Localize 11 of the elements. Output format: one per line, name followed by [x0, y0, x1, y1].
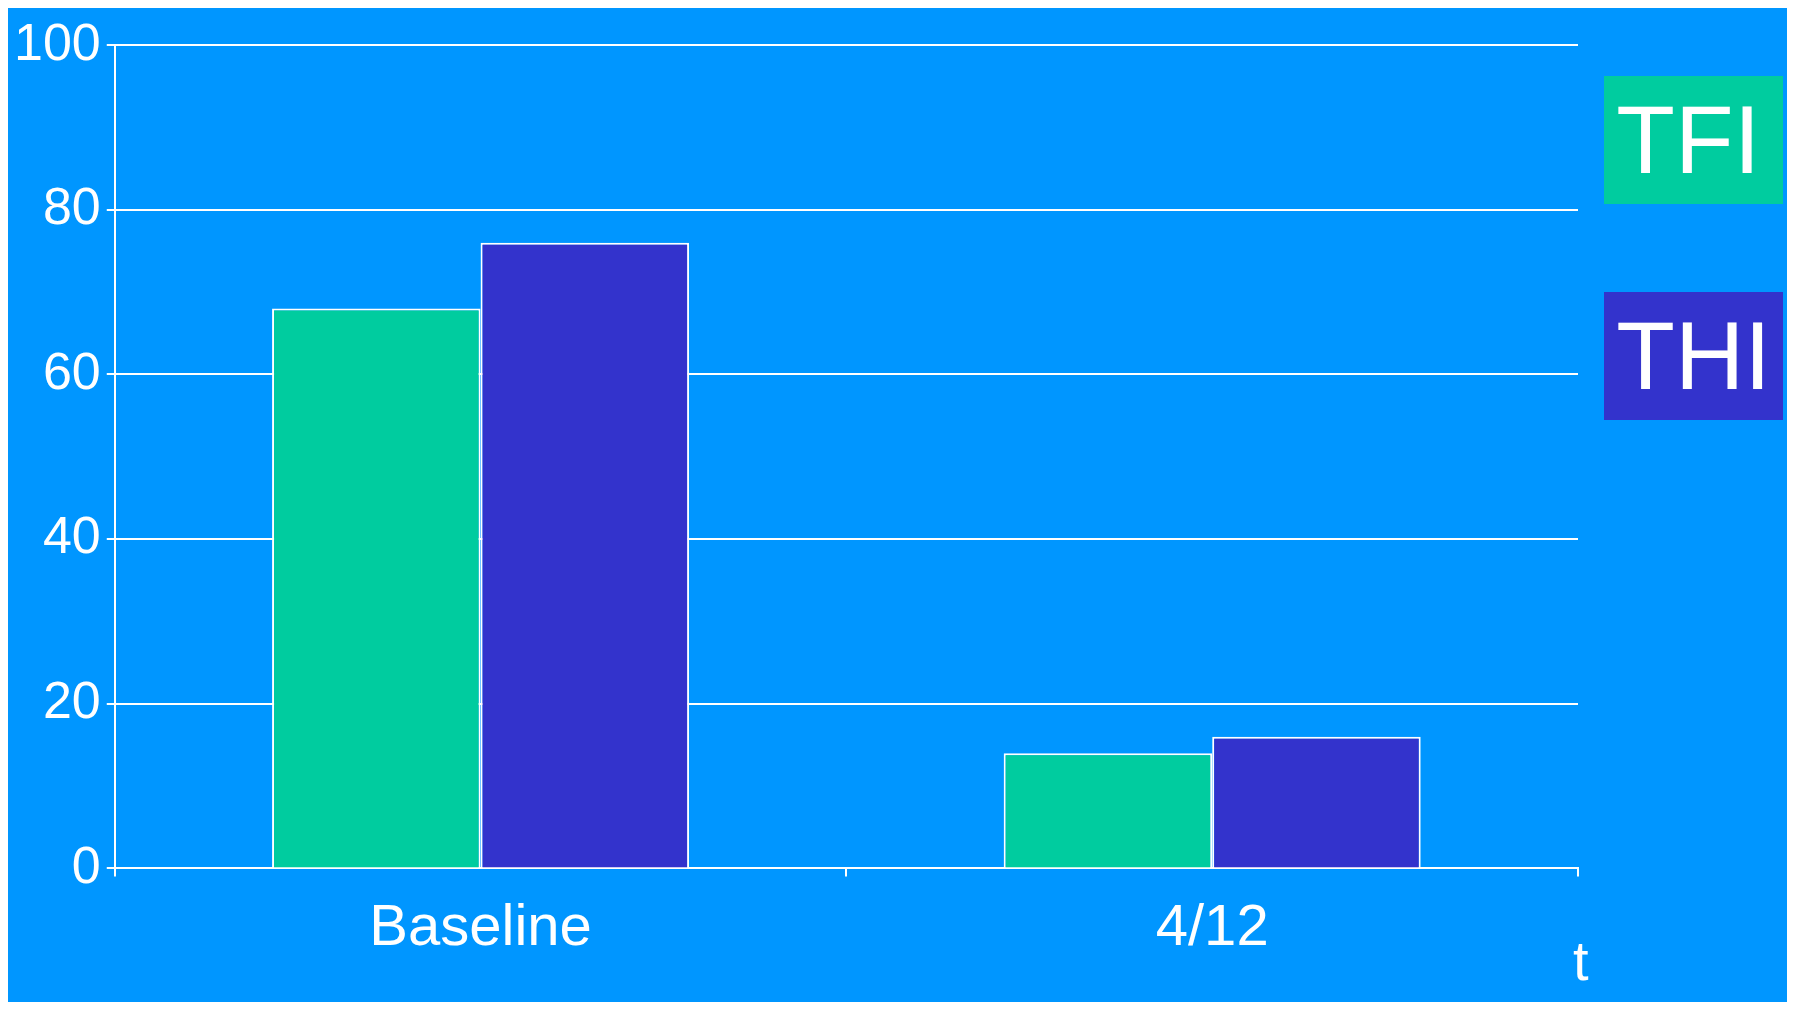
- y-tick-label: 0: [71, 835, 101, 894]
- y-tick-label: 40: [42, 506, 101, 565]
- x-tick-label: Baseline: [369, 892, 592, 958]
- text: THI: [1604, 292, 1783, 420]
- x-tick-label: 4/12: [1155, 892, 1269, 958]
- y-tick-label: 80: [42, 177, 101, 236]
- y-tick-label: 100: [13, 12, 101, 71]
- y-tick-label: 20: [42, 671, 101, 730]
- text: t: [1573, 928, 1589, 993]
- y-tick-label: 60: [42, 341, 101, 400]
- text: TFI: [1604, 76, 1783, 204]
